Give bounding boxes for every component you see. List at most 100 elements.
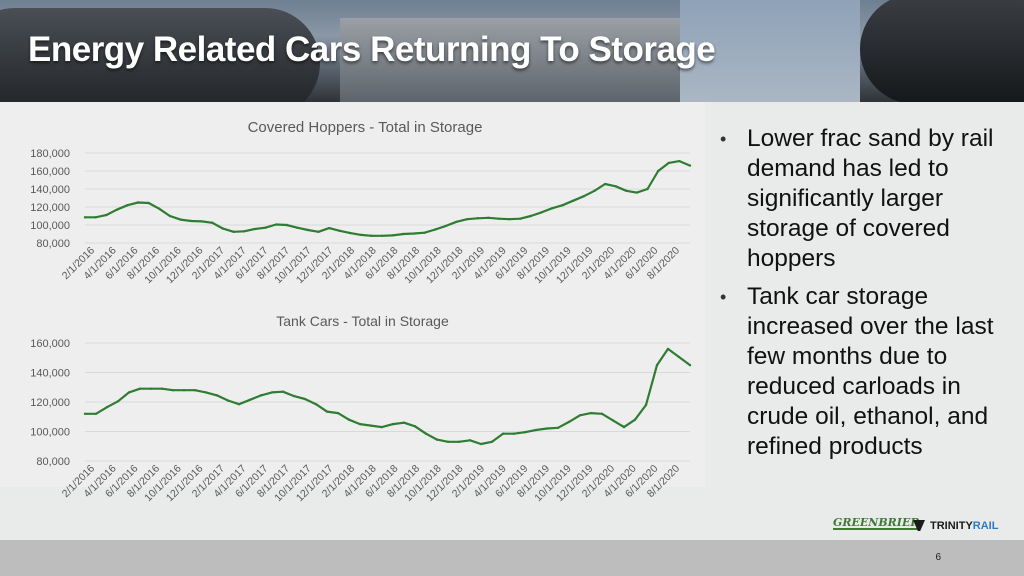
data-point xyxy=(349,231,352,235)
y-tick-label: 80,000 xyxy=(36,456,70,468)
data-point xyxy=(435,438,439,441)
data-point xyxy=(534,428,538,432)
data-point xyxy=(325,410,329,413)
data-point xyxy=(327,226,331,230)
series-line xyxy=(85,160,691,237)
data-point xyxy=(248,398,252,401)
data-point xyxy=(221,227,225,230)
data-point xyxy=(518,217,522,220)
data-point xyxy=(611,419,615,422)
data-point xyxy=(237,403,241,406)
data-point xyxy=(465,217,469,221)
y-tick-label: 140,000 xyxy=(30,368,70,380)
data-point xyxy=(105,213,108,217)
data-point xyxy=(232,230,235,233)
data-point xyxy=(589,411,593,415)
data-point xyxy=(582,195,586,198)
data-point xyxy=(512,432,516,435)
data-point xyxy=(497,217,501,220)
data-point xyxy=(567,420,571,424)
data-point xyxy=(468,439,472,442)
data-point xyxy=(391,422,395,426)
data-point xyxy=(603,182,607,186)
sky-image xyxy=(680,0,860,102)
data-point xyxy=(211,221,214,224)
data-point xyxy=(578,414,582,417)
y-tick-label: 80,000 xyxy=(36,238,70,250)
data-point xyxy=(423,231,426,234)
data-point xyxy=(136,201,140,204)
trinity-logo-mark-icon xyxy=(913,520,925,531)
data-point xyxy=(215,394,219,397)
data-point xyxy=(189,219,193,223)
bullet-dot-icon: • xyxy=(720,287,727,307)
trinityrail-logo-part1: TRINITY xyxy=(930,520,973,532)
data-point xyxy=(556,426,560,430)
data-point xyxy=(633,418,637,421)
data-point xyxy=(347,418,351,421)
data-point xyxy=(412,232,416,235)
data-point xyxy=(285,223,288,227)
bullet-text: Lower frac sand by rail demand has led t… xyxy=(747,125,994,272)
data-point xyxy=(614,185,617,188)
bullet-item: • Lower frac sand by rail demand has led… xyxy=(716,124,1016,274)
trinityrail-logo: TRINITYRAIL xyxy=(930,520,998,532)
data-point xyxy=(292,394,296,398)
data-point xyxy=(646,187,649,191)
bullet-list: • Lower frac sand by rail demand has led… xyxy=(716,124,1016,470)
data-point xyxy=(391,234,395,237)
data-point xyxy=(126,204,129,207)
data-point xyxy=(336,411,340,415)
data-point xyxy=(625,189,628,192)
data-point xyxy=(160,387,164,390)
data-point xyxy=(487,216,490,219)
bullet-item: • Tank car storage increased over the la… xyxy=(716,282,1016,462)
railcar-image-left xyxy=(0,8,320,102)
data-point xyxy=(149,387,153,390)
data-point xyxy=(550,207,554,210)
data-point xyxy=(105,405,109,409)
data-point xyxy=(370,234,373,237)
data-point xyxy=(179,218,182,221)
data-point xyxy=(572,199,575,202)
data-point xyxy=(455,220,458,224)
data-point xyxy=(508,217,511,221)
data-point xyxy=(171,389,175,392)
data-point xyxy=(529,214,532,218)
data-point xyxy=(457,440,461,444)
tankcars-chart-title: Tank Cars - Total in Storage xyxy=(276,313,449,329)
data-point xyxy=(501,432,505,435)
data-point xyxy=(644,403,648,407)
data-point xyxy=(434,228,437,231)
series-line xyxy=(85,347,691,446)
data-point xyxy=(666,347,670,351)
data-point xyxy=(338,229,341,233)
hoppers-line-chart: 80,000 100,000 120,000 140,000 160,000 180,00… xyxy=(30,148,692,286)
data-point xyxy=(545,427,549,430)
data-point xyxy=(593,189,596,192)
data-point xyxy=(402,421,406,424)
slide-title: Energy Related Cars Returning To Storage xyxy=(28,30,716,69)
data-point xyxy=(94,216,97,219)
trinityrail-logo-part2: RAIL xyxy=(972,520,999,532)
data-point xyxy=(281,390,285,393)
data-point xyxy=(243,230,246,233)
header-banner: Energy Related Cars Returning To Storage xyxy=(0,0,1024,102)
y-tick-label: 120,000 xyxy=(30,397,70,409)
data-point xyxy=(296,226,299,229)
data-point xyxy=(116,400,120,403)
data-point xyxy=(523,431,527,434)
railcar-image-middle xyxy=(340,18,680,102)
railcar-image-right xyxy=(860,0,1024,102)
data-point xyxy=(200,220,203,223)
data-point xyxy=(83,412,87,415)
data-point xyxy=(656,169,660,173)
footer-bar: 6 xyxy=(0,540,1024,576)
data-point xyxy=(94,412,98,415)
y-tick-label: 180,000 xyxy=(30,148,70,160)
data-point xyxy=(182,389,186,392)
data-point xyxy=(226,399,230,402)
data-point xyxy=(413,425,417,428)
y-tick-label: 100,000 xyxy=(30,427,70,439)
data-point xyxy=(446,440,450,444)
